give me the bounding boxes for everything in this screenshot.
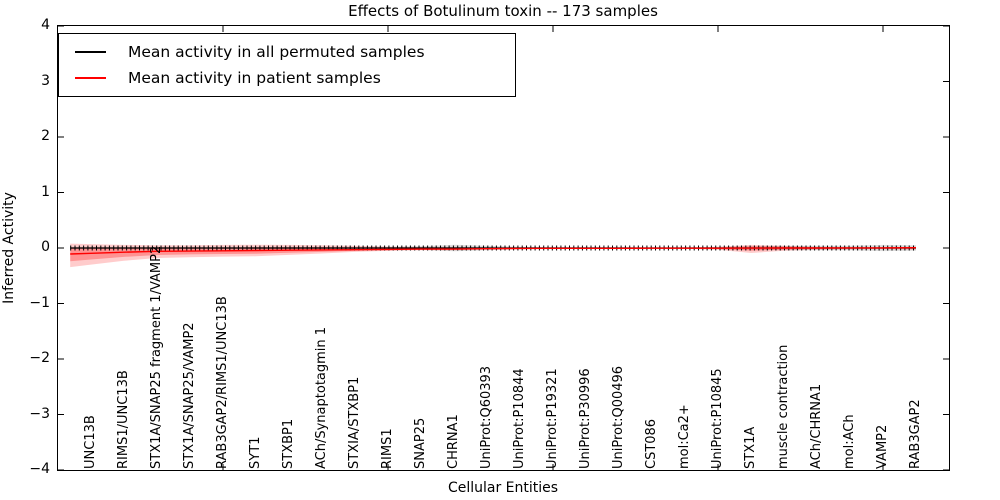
x-category-label: RIMS1 <box>380 428 395 469</box>
legend-item-patient: Mean activity in patient samples <box>75 65 515 91</box>
x-category-label: STX1A/SNAP25/VAMP2 <box>182 322 197 469</box>
x-category-label: UniProt:P19321 <box>545 368 560 469</box>
x-category-label: mol:ACh <box>842 414 857 469</box>
x-category-label: ACh/Synaptotagmin 1 <box>314 326 329 469</box>
x-axis-label: Cellular Entities <box>447 480 559 496</box>
y-tick-label: −1 <box>29 294 50 311</box>
y-tick-label: −3 <box>29 405 50 422</box>
x-category-label: VAMP2 <box>875 424 890 469</box>
y-tick-label: 3 <box>41 72 50 89</box>
x-category-label: mol:Ca2+ <box>677 404 692 469</box>
x-category-label: STXIA/STXBP1 <box>347 376 362 469</box>
legend-line-patient-icon <box>75 77 106 79</box>
x-category-label: CST086 <box>644 418 659 469</box>
y-tick-label: 2 <box>41 128 50 144</box>
x-category-label: UniProt:P10845 <box>710 368 725 469</box>
x-category-label: RIMS1/UNC13B <box>116 370 131 469</box>
legend: Mean activity in all permuted samples Me… <box>58 33 516 97</box>
x-category-label: CHRNA1 <box>446 414 461 469</box>
x-category-label: STXBP1 <box>281 418 296 469</box>
chart-title: Effects of Botulinum toxin -- 173 sample… <box>348 2 658 20</box>
x-category-label: ACh/CHRNA1 <box>809 383 824 469</box>
y-tick-label: 1 <box>41 183 50 200</box>
x-category-label: STX1A <box>743 426 758 469</box>
x-category-label: UniProt:P10844 <box>512 368 527 469</box>
y-tick-label: −4 <box>29 461 50 477</box>
legend-line-permuted-icon <box>75 51 106 53</box>
legend-label-patient: Mean activity in patient samples <box>128 69 381 87</box>
y-tick-label: 4 <box>41 17 50 33</box>
x-category-label: STX1A/SNAP25 fragment 1/VAMP2 <box>149 245 164 469</box>
x-category-label: UNC13B <box>83 415 98 469</box>
y-tick-label: −2 <box>29 350 50 366</box>
y-tick-labels: 4 3 2 1 0 −1 −2 −3 −4 <box>0 17 50 477</box>
y-tick-label: 0 <box>41 239 50 255</box>
y-axis-label: Inferred Activity <box>1 192 17 304</box>
x-category-label: SYT1 <box>248 436 263 469</box>
plot-canvas <box>58 25 949 471</box>
x-category-label: UniProt:P30996 <box>578 368 593 469</box>
x-category-label: RAB3GAP2/RIMS1/UNC13B <box>215 296 230 469</box>
x-category-label: UniProt:Q60393 <box>479 365 494 469</box>
x-category-label: SNAP25 <box>413 417 428 469</box>
x-category-label: muscle contraction <box>776 344 791 469</box>
patient-mean-line <box>70 247 917 255</box>
x-category-label: UniProt:Q00496 <box>611 365 626 469</box>
plot-area: UNC13B RIMS1/UNC13B STX1A/SNAP25 fragment … <box>57 25 950 471</box>
legend-item-permuted: Mean activity in all permuted samples <box>75 39 515 65</box>
x-category-label: RAB3GAP2 <box>908 399 923 469</box>
legend-label-permuted: Mean activity in all permuted samples <box>128 43 425 61</box>
